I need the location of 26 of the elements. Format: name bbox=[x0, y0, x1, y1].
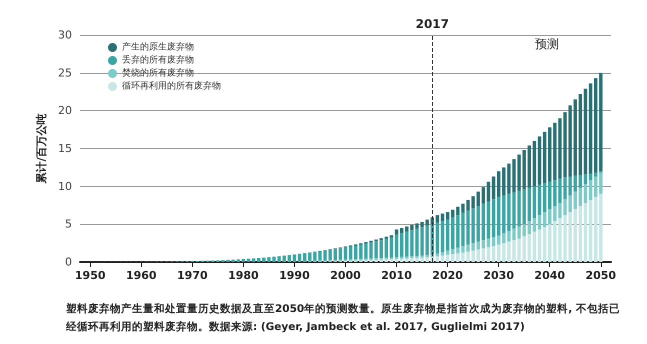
y-tick-label: 25 bbox=[58, 66, 72, 80]
x-tick-label: 2010 bbox=[381, 269, 412, 282]
y-tick-label: 0 bbox=[65, 256, 72, 268]
x-tick-label: 1950 bbox=[74, 269, 106, 282]
x-tick-label: 2020 bbox=[432, 269, 464, 282]
x-tick-label: 2030 bbox=[483, 269, 514, 282]
legend-label: 焚烧的所有废弃物 bbox=[122, 68, 194, 78]
annotation: 预测 bbox=[535, 37, 559, 51]
y-tick-label: 5 bbox=[65, 218, 72, 231]
legend-label: 产生的原生废弃物 bbox=[122, 42, 194, 52]
x-tick-label: 1960 bbox=[126, 269, 157, 282]
ref-line-label: 2017 bbox=[416, 17, 449, 31]
y-tick-label: 15 bbox=[58, 142, 72, 155]
y-tick-label: 30 bbox=[58, 28, 72, 42]
y-tick-label: 20 bbox=[58, 104, 72, 118]
y-tick-label: 10 bbox=[58, 180, 72, 193]
x-tick-label: 2040 bbox=[534, 269, 566, 282]
x-tick-label: 2000 bbox=[330, 269, 362, 282]
text: 塑料废弃物产生量和处置量历史数据及直至2050年的预测数量。原生废弃物是指首次成为废弃物的塑料, 不包括已经循环再利用的塑料废弃物。数据来源: (Geyer, Jambeck et al. 2017, Guglielmi 2017) bbox=[65, 302, 620, 333]
legend-label: 循环再利用的所有废弃物 bbox=[122, 80, 221, 92]
x-tick-label: 1980 bbox=[228, 269, 260, 282]
x-tick-label: 1970 bbox=[177, 269, 208, 282]
legend-label: 丢弃的所有废弃物 bbox=[122, 54, 194, 66]
x-tick-label: 1990 bbox=[279, 269, 310, 282]
x-tick-label: 2050 bbox=[585, 269, 616, 282]
y-axis-title: 累计/百万公吨 bbox=[35, 113, 48, 185]
